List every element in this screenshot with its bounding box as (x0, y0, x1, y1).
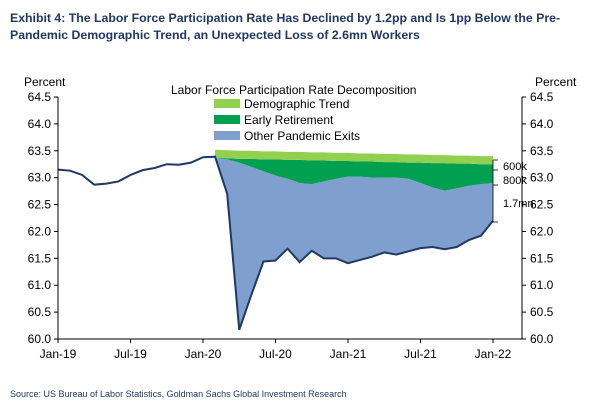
y-tick-label-right: 64.5 (530, 90, 554, 104)
y-tick-label-right: 62.5 (530, 198, 554, 212)
source-note: Source: US Bureau of Labor Statistics, G… (10, 389, 347, 399)
chart-title: Labor Force Participation Rate Decomposi… (171, 83, 416, 97)
area-fills (215, 149, 493, 330)
x-tick-label: Jan-22 (475, 347, 512, 361)
lfpr-series (57, 155, 494, 331)
axes (54, 96, 526, 343)
annotation-1-7mn: 1.7mn (503, 198, 534, 210)
y-axis-label-right: Percent (535, 75, 577, 89)
legend-label-demographic-trend: Demographic Trend (244, 97, 349, 111)
area-demographic-trend (215, 149, 493, 165)
y-tick-label-right: 61.5 (530, 251, 554, 265)
area-early-retirement (215, 157, 493, 191)
annotation-600k: 600k (503, 161, 527, 173)
y-tick-label-right: 60.5 (530, 305, 554, 319)
y-tick-label-left: 64.0 (28, 117, 52, 131)
legend-swatch-other-pandemic-exits (214, 131, 240, 140)
lfpr-line (57, 155, 494, 331)
x-tick-label: Jul-21 (404, 347, 437, 361)
x-tick-label: Jul-20 (259, 347, 292, 361)
x-tick-label: Jan-20 (185, 347, 222, 361)
y-tick-label-left: 64.5 (28, 90, 52, 104)
exhibit-title: Exhibit 4: The Labor Force Participation… (10, 11, 561, 42)
y-tick-label-right: 63.0 (530, 171, 554, 185)
x-tick-label: Jul-19 (114, 347, 147, 361)
legend-label-early-retirement: Early Retirement (244, 113, 334, 127)
y-tick-label-right: 60.0 (530, 332, 554, 346)
y-tick-label-left: 62.5 (28, 198, 52, 212)
tick-labels: 64.5 64.5 64.0 64.0 63.5 63.5 63.0 63.0 62.5 62.5… (28, 90, 554, 361)
y-tick-label-right: 62.0 (530, 224, 554, 238)
y-tick-label-left: 60.5 (28, 305, 52, 319)
y-tick-label-left: 61.5 (28, 251, 52, 265)
area-other-pandemic-exits (215, 156, 493, 330)
y-tick-label-left: 61.0 (28, 278, 52, 292)
y-tick-label-left: 63.5 (28, 144, 52, 158)
y-tick-label-right: 63.5 (530, 144, 554, 158)
y-tick-label-left: 62.0 (28, 224, 52, 238)
x-tick-label: Jan-21 (330, 347, 367, 361)
legend-swatch-early-retirement (214, 115, 240, 124)
x-tick-label: Jan-19 (40, 347, 77, 361)
legend-label-other-pandemic-exits: Other Pandemic Exits (244, 129, 360, 143)
y-tick-label-right: 64.0 (530, 117, 554, 131)
legend-swatch-demographic-trend (214, 99, 240, 108)
y-tick-label-left: 63.0 (28, 171, 52, 185)
y-axis-label-left: Percent (24, 75, 66, 89)
y-tick-label-left: 60.0 (28, 332, 52, 346)
annotation-800k: 800k (503, 175, 527, 187)
y-tick-label-right: 61.0 (530, 278, 554, 292)
